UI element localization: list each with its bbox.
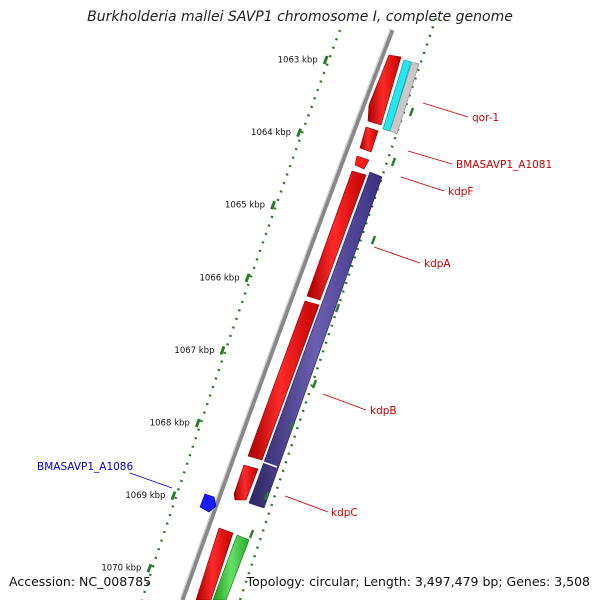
gene-qor-1-feature[interactable] (367, 54, 402, 126)
gene-bottom-red-feature[interactable] (195, 527, 234, 600)
ruler-tick-label: 1063 kbp (278, 56, 318, 66)
ruler-tick (170, 491, 177, 501)
gene-label-bmasavp1-a1081[interactable]: BMASAVP1_A1081 (456, 159, 552, 171)
outer-tick-layer (248, 107, 415, 539)
gene-bmasavp1-a1086-feature[interactable] (199, 493, 217, 513)
map-title: Burkholderia mallei SAVP1 chromosome I, … (87, 9, 513, 25)
leader-lines (129, 102, 469, 513)
gene-label-kdpa[interactable]: kdpA (424, 258, 451, 270)
genome-summary-text: Topology: circular; Length: 3,497,479 bp… (246, 574, 590, 589)
ruler-dots (140, 29, 342, 600)
ruler-tick (219, 345, 226, 355)
outer-ruler-dots (238, 17, 438, 600)
gene-kdpf-feature[interactable] (354, 155, 370, 170)
ruler-tick-label: 1064 kbp (251, 128, 291, 138)
genome-backbone (179, 29, 395, 600)
accession-text: Accession: NC_008785 (9, 574, 152, 589)
pseudo-feature[interactable] (389, 61, 420, 135)
gene-label-bmasavp1-a1086[interactable]: BMASAVP1_A1086 (37, 461, 133, 473)
operon-divider (262, 461, 278, 468)
ruler-tick-label: 1065 kbp (225, 201, 265, 211)
ruler-tick-label: 1068 kbp (150, 419, 190, 429)
ruler-tick-label: 1070 kbp (101, 564, 141, 574)
misc-feature-green[interactable] (212, 534, 250, 600)
gene-kdpb-feature[interactable] (247, 300, 320, 461)
ruler-tick-label: 1069 kbp (125, 491, 165, 501)
ruler-tick (244, 273, 251, 283)
operon-feature-purple[interactable] (248, 171, 383, 509)
feature-layer (195, 54, 420, 600)
ruler-tick (296, 128, 303, 138)
gene-label-kdpc[interactable]: kdpC (331, 507, 358, 519)
ruler-tick-label: 1066 kbp (200, 273, 240, 283)
gene-kdpa-feature[interactable] (306, 170, 367, 301)
ruler-tick (146, 563, 153, 573)
gene-labels: qor-1 BMASAVP1_A1081 kdpF kdpA kdpB kdpC… (37, 112, 552, 519)
ruler-tick (270, 200, 276, 210)
ruler-tick (194, 418, 201, 428)
gene-bmasavp1-a1081-feature[interactable] (359, 126, 379, 153)
gene-label-kdpb[interactable]: kdpB (370, 405, 397, 417)
genome-backbone-highlight (179, 29, 391, 600)
ruler-tick (322, 55, 329, 65)
gene-label-qor-1[interactable]: qor-1 (472, 112, 499, 124)
ruler-tick-label: 1067 kbp (174, 346, 214, 356)
gene-kdpc-feature[interactable] (233, 464, 259, 501)
gene-label-kdpf[interactable]: kdpF (448, 186, 473, 198)
tick-layer: 1063 kbp 1064 kbp 1065 kbp 1066 kbp 1067 kbp… (101, 55, 329, 574)
